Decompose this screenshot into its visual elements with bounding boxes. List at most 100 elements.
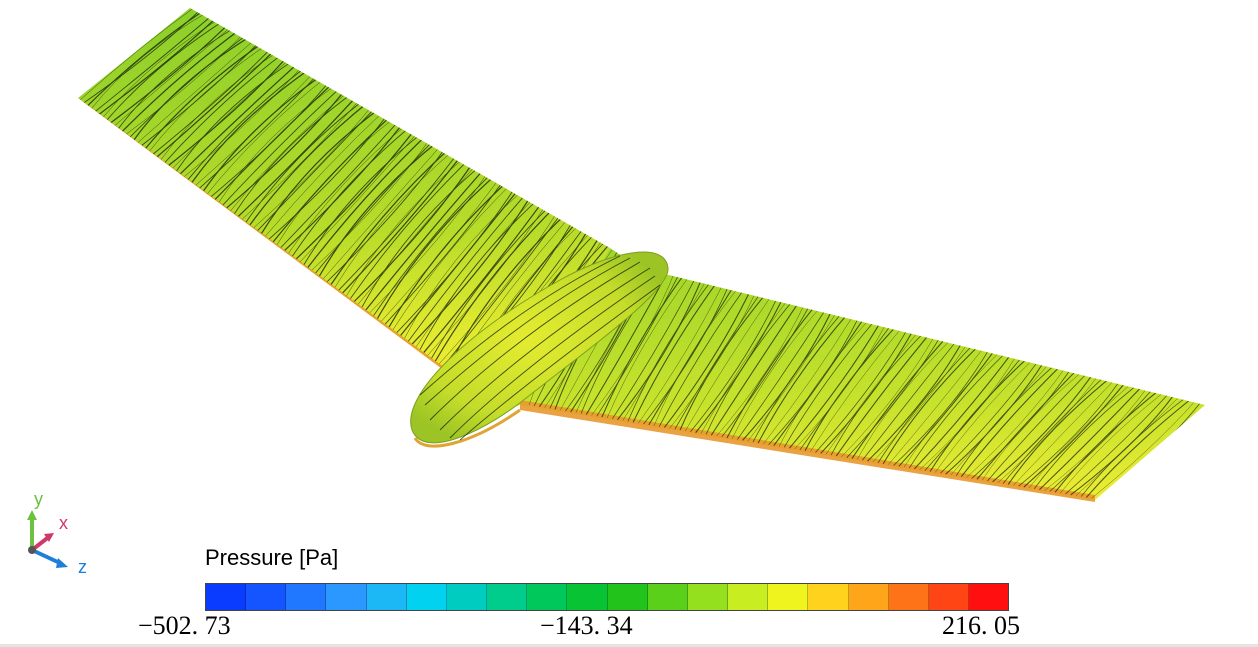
- streamline: [935, 359, 1033, 473]
- streamline: [862, 339, 958, 461]
- legend-color-segment: [527, 584, 568, 610]
- streamline: [1023, 383, 1125, 488]
- legend-color-segment: [687, 584, 729, 610]
- legend-color-segment: [607, 584, 648, 610]
- color-legend-bar[interactable]: [205, 583, 1009, 611]
- streamline: [653, 283, 742, 426]
- streamline: [1054, 391, 1157, 493]
- streamline: [1080, 399, 1184, 497]
- streamline: [137, 35, 260, 143]
- z-axis-arrow-icon: [56, 558, 68, 568]
- streamline: [674, 289, 764, 430]
- legend-max-label: 216. 05: [942, 611, 1020, 640]
- streamline: [679, 290, 769, 431]
- streamline: [924, 356, 1023, 471]
- fuselage-pod: [410, 251, 669, 448]
- right-wing-trailing-edge: [520, 400, 1095, 502]
- streamline: [747, 309, 839, 442]
- streamline: [627, 276, 715, 422]
- streamline: [292, 123, 414, 257]
- legend-color-segment: [246, 584, 287, 610]
- window-bottom-edge: [0, 644, 1258, 647]
- streamline: [307, 132, 430, 268]
- streamline: [91, 8, 214, 109]
- streamline: [1075, 397, 1179, 496]
- legend-color-segment: [446, 584, 488, 610]
- streamline: [612, 272, 699, 420]
- streamline: [311, 134, 433, 271]
- streamline: [419, 196, 541, 350]
- streamline: [752, 310, 845, 443]
- streamline: [272, 112, 395, 243]
- legend-color-segment: [286, 584, 327, 610]
- streamline: [960, 366, 1060, 478]
- legend-min-label: −502. 73: [138, 611, 231, 640]
- legend-color-segment: [888, 584, 929, 610]
- legend-color-segment: [768, 584, 809, 610]
- streamline: [825, 330, 920, 455]
- streamline: [705, 297, 796, 435]
- streamline: [230, 88, 353, 211]
- streamline: [226, 85, 349, 209]
- streamline: [168, 52, 291, 166]
- streamline: [153, 43, 276, 155]
- streamline: [102, 15, 226, 118]
- streamline: [295, 125, 418, 260]
- streamline: [218, 81, 341, 203]
- streamline: [434, 205, 557, 362]
- streamline: [773, 315, 866, 446]
- streamline: [789, 320, 882, 449]
- streamline: [222, 83, 345, 206]
- legend-color-segment: [206, 584, 247, 610]
- streamline: [997, 376, 1098, 483]
- streamline: [180, 59, 303, 175]
- streamline: [955, 365, 1055, 477]
- streamline: [353, 159, 476, 302]
- streamline: [160, 48, 283, 160]
- streamline: [882, 345, 979, 464]
- streamline: [1002, 377, 1103, 484]
- legend-color-segment: [567, 584, 608, 610]
- streamline: [898, 349, 996, 467]
- streamline: [361, 163, 483, 308]
- streamline: [288, 121, 410, 254]
- streamline: [664, 286, 753, 428]
- y-axis-arrow-icon: [27, 510, 37, 520]
- streamline: [669, 287, 758, 429]
- fuselage-pod-body: [410, 251, 669, 444]
- streamline: [846, 335, 942, 458]
- streamline: [710, 299, 802, 436]
- streamline: [388, 179, 511, 328]
- streamline: [315, 137, 437, 274]
- streamline: [172, 55, 295, 169]
- streamline: [820, 328, 915, 454]
- streamline: [87, 8, 211, 107]
- streamline: [249, 99, 372, 226]
- streamline: [1065, 394, 1168, 495]
- legend-color-segment: [366, 584, 407, 610]
- streamline: [903, 351, 1001, 468]
- streamline: [126, 28, 249, 135]
- streamline: [334, 148, 456, 288]
- streamline: [856, 338, 952, 460]
- streamline: [122, 25, 245, 132]
- streamline: [164, 50, 287, 163]
- streamline: [648, 282, 737, 426]
- streamline: [908, 352, 1006, 469]
- streamline: [404, 188, 526, 339]
- streamline: [411, 192, 534, 345]
- streamline: [129, 30, 253, 138]
- streamline: [156, 45, 280, 158]
- streamline: [269, 110, 391, 240]
- streamline: [757, 311, 850, 444]
- legend-color-segment: [928, 584, 969, 610]
- streamline: [145, 39, 268, 149]
- streamline: [982, 372, 1082, 481]
- streamline: [778, 317, 871, 447]
- streamline: [632, 277, 721, 423]
- legend-color-segment: [326, 584, 367, 610]
- legend-color-segment: [647, 584, 688, 610]
- streamline: [945, 362, 1044, 475]
- streamline: [141, 37, 264, 146]
